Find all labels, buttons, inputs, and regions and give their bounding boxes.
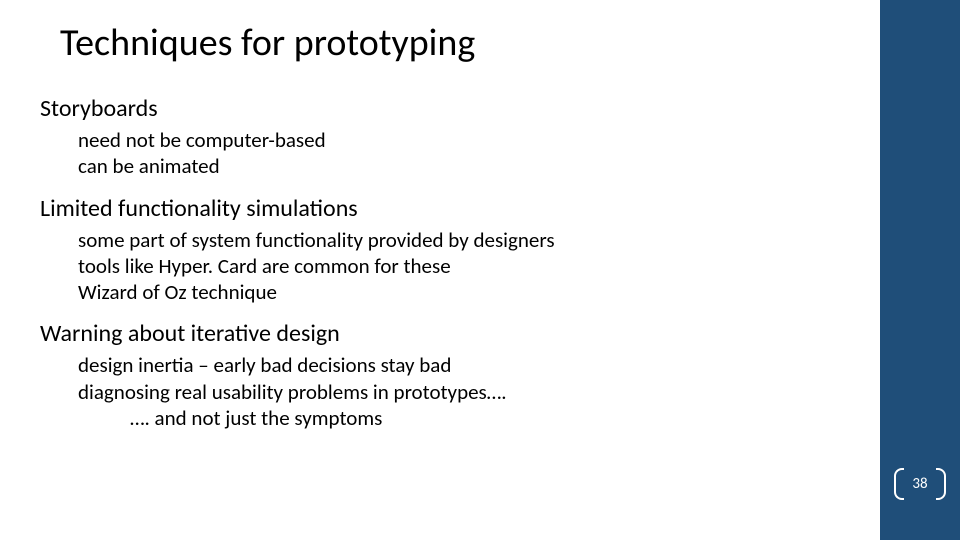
section-heading: Storyboards <box>40 94 860 123</box>
section-heading: Limited functionality simulations <box>40 194 860 223</box>
slide-content: Techniques for prototyping Storyboards n… <box>40 20 860 431</box>
bullet-point: Wizard of Oz technique <box>78 279 860 305</box>
sidebar-accent <box>880 0 960 540</box>
bullet-point: design inertia – early bad decisions sta… <box>78 352 860 378</box>
bullet-point: …. and not just the symptoms <box>130 405 860 431</box>
slide-number: 38 <box>912 475 927 493</box>
bullet-point: diagnosing real usability problems in pr… <box>78 379 860 405</box>
section-heading: Warning about iterative design <box>40 319 860 348</box>
slide-number-badge: 38 <box>898 470 942 498</box>
bullet-point: tools like Hyper. Card are common for th… <box>78 253 860 279</box>
bullet-point: need not be computer-based <box>78 127 860 153</box>
slide-title: Techniques for prototyping <box>60 20 860 66</box>
bullet-point: can be animated <box>78 153 860 179</box>
slide: Techniques for prototyping Storyboards n… <box>0 0 960 540</box>
bullet-point: some part of system functionality provid… <box>78 227 860 253</box>
